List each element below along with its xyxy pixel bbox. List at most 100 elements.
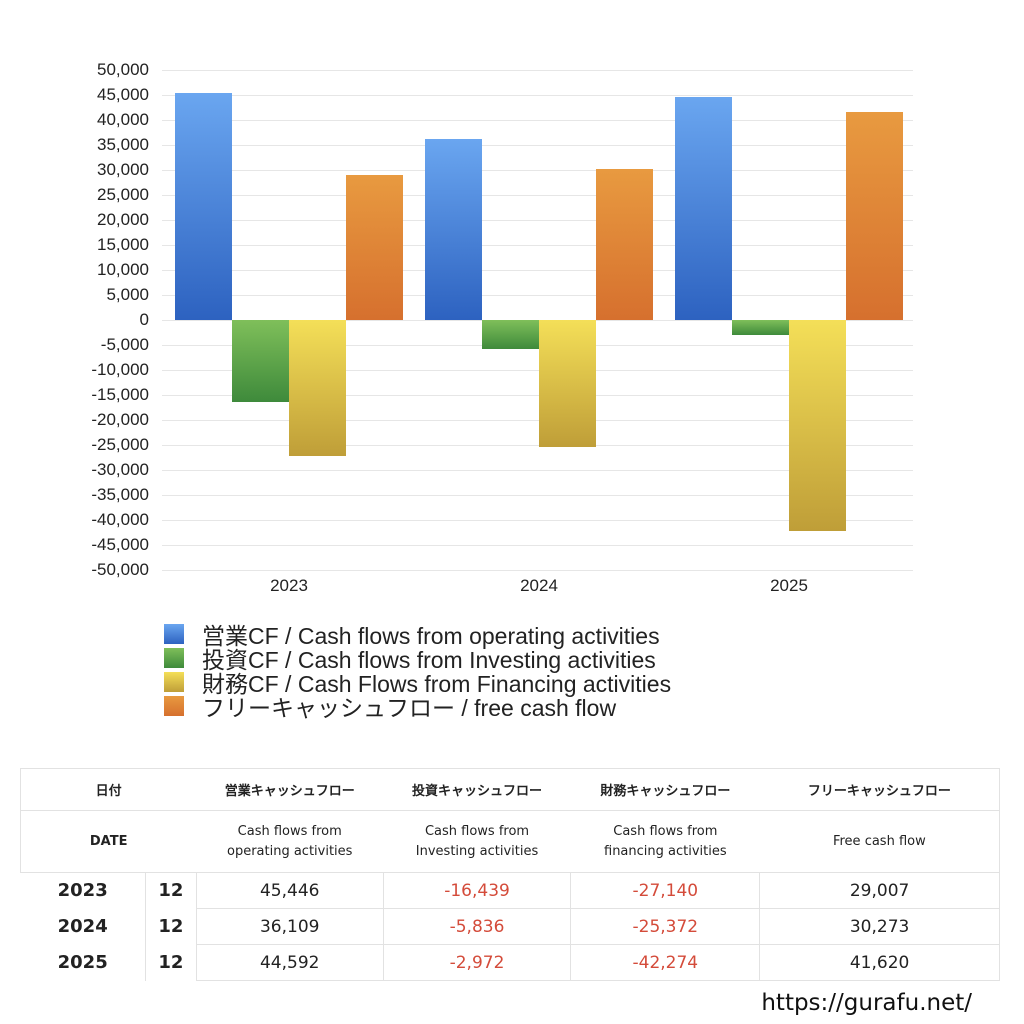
gridline bbox=[162, 420, 913, 421]
bar-2024-series-3 bbox=[596, 168, 653, 320]
gridline bbox=[162, 170, 913, 171]
row-month: 12 bbox=[144, 908, 197, 945]
bar-2025-series-0 bbox=[675, 97, 732, 320]
bar-2023-series-0 bbox=[175, 92, 232, 320]
legend-label: 財務CF / Cash Flows from Financing activit… bbox=[202, 671, 672, 697]
y-tick-label: 15,000 bbox=[97, 235, 149, 254]
cell-investing: -5,836 bbox=[382, 908, 572, 945]
cell-operating: 45,446 bbox=[195, 872, 384, 909]
y-tick-label: 5,000 bbox=[106, 285, 149, 304]
legend-swatch-investing bbox=[164, 648, 184, 668]
chart-legend: 営業CF / Cash flows from operating activit… bbox=[164, 622, 671, 721]
gridline bbox=[162, 245, 913, 246]
table-row: 2025 12 44,592 -2,972 -42,274 41,620 bbox=[20, 944, 1000, 981]
table-row: 2024 12 36,109 -5,836 -25,372 30,273 bbox=[20, 908, 1000, 945]
bar-2023-series-1 bbox=[232, 320, 289, 403]
gridline bbox=[162, 120, 913, 121]
y-tick-label: -40,000 bbox=[91, 510, 149, 529]
gridline bbox=[162, 145, 913, 146]
row-year: 2024 bbox=[20, 908, 146, 945]
gridline bbox=[162, 470, 913, 471]
y-tick-label: -15,000 bbox=[91, 385, 149, 404]
y-tick-label: 10,000 bbox=[97, 260, 149, 279]
cash-flow-table: 日付 営業キャッシュフロー 投資キャッシュフロー 財務キャッシュフロー フリーキ… bbox=[20, 768, 1000, 981]
y-tick-label: -5,000 bbox=[100, 335, 149, 354]
legend-item-operating: 営業CF / Cash flows from operating activit… bbox=[164, 622, 671, 649]
y-tick-label: -20,000 bbox=[91, 410, 149, 429]
bar-2023-series-3 bbox=[346, 174, 403, 320]
cell-financing: -25,372 bbox=[570, 908, 761, 945]
table-header-jp: 日付 営業キャッシュフロー 投資キャッシュフロー 財務キャッシュフロー フリーキ… bbox=[20, 768, 1000, 811]
header-financing-en: Cash flows from financing activities bbox=[570, 810, 760, 873]
y-tick-label: 30,000 bbox=[97, 160, 149, 179]
y-tick-label: 45,000 bbox=[97, 85, 149, 104]
gridline bbox=[162, 370, 913, 371]
cell-operating: 44,592 bbox=[195, 944, 384, 981]
y-tick-label: -45,000 bbox=[91, 535, 149, 554]
legend-item-free: フリーキャッシュフロー / free cash flow bbox=[164, 694, 671, 721]
header-operating-en: Cash flows from operating activities bbox=[196, 810, 384, 873]
y-tick-label: -30,000 bbox=[91, 460, 149, 479]
y-tick-label: 0 bbox=[139, 310, 149, 329]
row-month: 12 bbox=[144, 872, 197, 909]
row-year: 2023 bbox=[20, 872, 146, 909]
table-header-en: DATE Cash flows from operating activitie… bbox=[20, 810, 1000, 873]
cell-investing: -2,972 bbox=[382, 944, 572, 981]
bar-2024-series-1 bbox=[482, 320, 539, 350]
header-investing-en: Cash flows from Investing activities bbox=[383, 810, 571, 873]
gridline bbox=[162, 195, 913, 196]
table-row: 2023 12 45,446 -16,439 -27,140 29,007 bbox=[20, 872, 1000, 909]
y-tick-label: -35,000 bbox=[91, 485, 149, 504]
legend-label: 投資CF / Cash flows from Investing activit… bbox=[202, 647, 656, 673]
source-link[interactable]: https://gurafu.net/ bbox=[761, 990, 972, 1016]
x-tick-label: 2025 bbox=[770, 576, 808, 595]
gridline bbox=[162, 395, 913, 396]
gridline bbox=[162, 220, 913, 221]
legend-swatch-free bbox=[164, 696, 184, 716]
gridline bbox=[162, 495, 913, 496]
header-date-en: DATE bbox=[20, 810, 197, 873]
y-tick-label: -50,000 bbox=[91, 560, 149, 579]
bar-2023-series-2 bbox=[289, 320, 346, 456]
gridline bbox=[162, 270, 913, 271]
cash-flow-chart: 50,000 45,000 40,000 35,000 30,000 25,000 20,0… bbox=[91, 60, 913, 595]
cell-financing: -27,140 bbox=[570, 872, 761, 909]
gridline bbox=[162, 520, 913, 521]
y-tick-label: 40,000 bbox=[97, 110, 149, 129]
header-date-jp: 日付 bbox=[20, 768, 197, 811]
gridline bbox=[162, 295, 913, 296]
y-tick-label: 50,000 bbox=[97, 60, 149, 79]
cell-free: 30,273 bbox=[759, 908, 1000, 945]
bar-2024-series-0 bbox=[425, 139, 482, 320]
header-free-en: Free cash flow bbox=[759, 810, 1000, 873]
gridline bbox=[162, 95, 913, 96]
legend-item-financing: 財務CF / Cash Flows from Financing activit… bbox=[164, 670, 671, 697]
header-investing-jp: 投資キャッシュフロー bbox=[383, 768, 571, 811]
bar-2025-series-1 bbox=[732, 320, 789, 335]
cell-investing: -16,439 bbox=[382, 872, 572, 909]
cell-operating: 36,109 bbox=[195, 908, 384, 945]
gridline bbox=[162, 570, 913, 571]
header-free-jp: フリーキャッシュフロー bbox=[759, 768, 1000, 811]
gridline bbox=[162, 445, 913, 446]
gridline bbox=[162, 545, 913, 546]
y-tick-label: 35,000 bbox=[97, 135, 149, 154]
x-tick-label: 2024 bbox=[520, 576, 558, 595]
legend-swatch-financing bbox=[164, 672, 184, 692]
y-tick-label: -10,000 bbox=[91, 360, 149, 379]
cell-free: 41,620 bbox=[759, 944, 1000, 981]
bar-2024-series-2 bbox=[539, 320, 596, 447]
row-month: 12 bbox=[144, 944, 197, 981]
legend-item-investing: 投資CF / Cash flows from Investing activit… bbox=[164, 646, 671, 673]
bar-2025-series-3 bbox=[846, 111, 903, 320]
legend-label: フリーキャッシュフロー / free cash flow bbox=[202, 695, 617, 721]
y-tick-label: -25,000 bbox=[91, 435, 149, 454]
row-year: 2025 bbox=[20, 944, 146, 981]
gridline bbox=[162, 70, 913, 71]
legend-swatch-operating bbox=[164, 624, 184, 644]
cell-financing: -42,274 bbox=[570, 944, 761, 981]
y-tick-label: 25,000 bbox=[97, 185, 149, 204]
header-operating-jp: 営業キャッシュフロー bbox=[196, 768, 384, 811]
bar-2025-series-2 bbox=[789, 320, 846, 532]
x-tick-label: 2023 bbox=[270, 576, 308, 595]
